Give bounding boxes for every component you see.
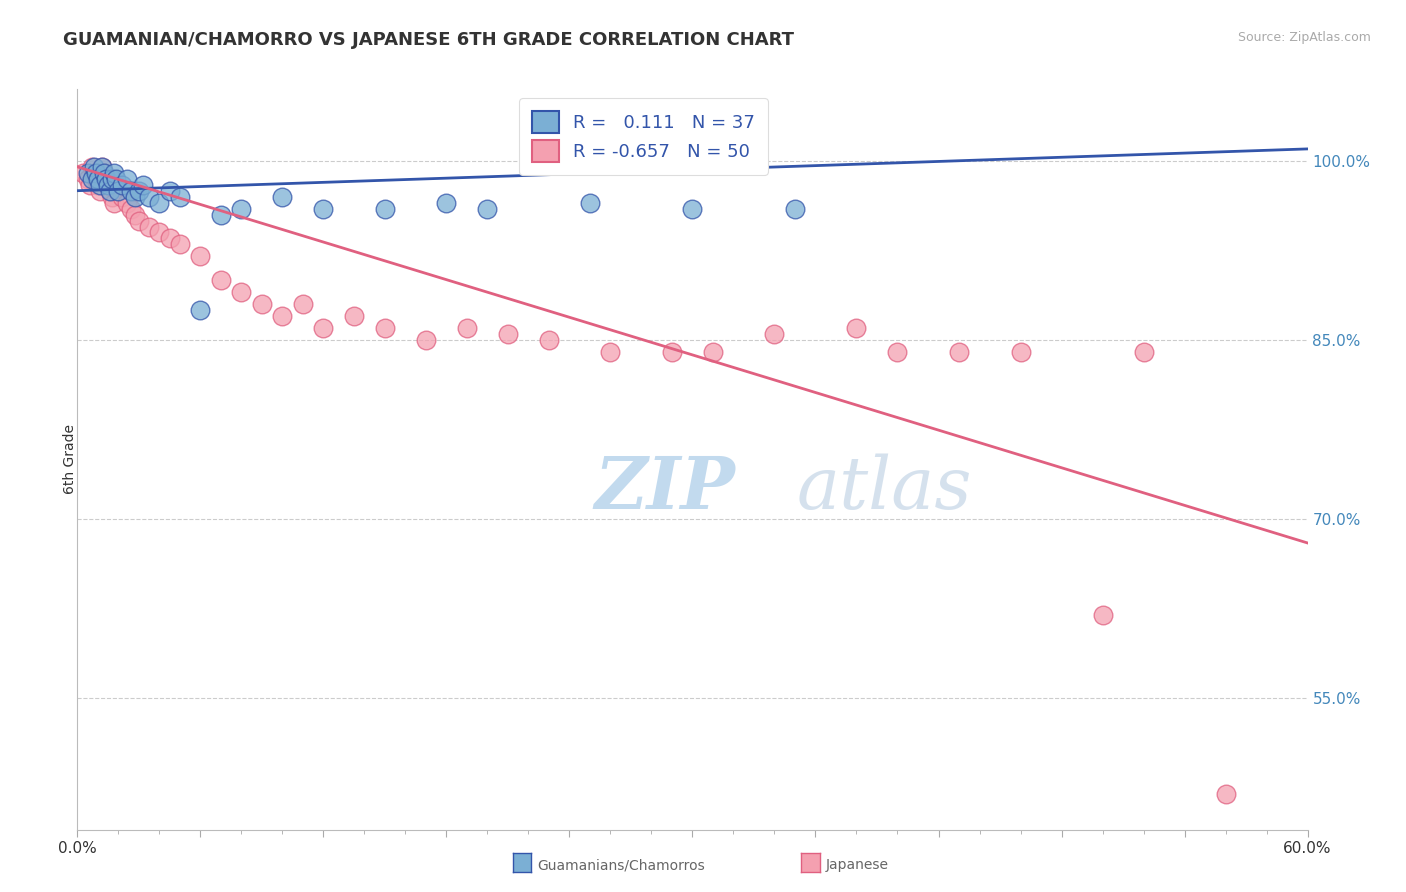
- Point: [80, 171, 103, 186]
- Point: [97, 178, 120, 192]
- Point: [845, 321, 868, 335]
- Point: [105, 171, 128, 186]
- Point: [72, 166, 94, 180]
- Point: [599, 345, 621, 359]
- Point: [159, 231, 181, 245]
- Point: [111, 178, 134, 192]
- Point: [682, 202, 704, 216]
- Point: [101, 189, 124, 203]
- Point: [496, 326, 519, 341]
- Point: [87, 171, 110, 186]
- Point: [107, 184, 129, 198]
- Point: [128, 213, 150, 227]
- Point: [702, 345, 724, 359]
- Point: [79, 178, 101, 192]
- Point: [120, 202, 142, 216]
- Point: [76, 171, 98, 186]
- Point: [132, 178, 155, 192]
- Point: [477, 202, 499, 216]
- Point: [763, 326, 786, 341]
- Point: [886, 345, 908, 359]
- Point: [124, 189, 146, 203]
- Point: [661, 345, 683, 359]
- Point: [98, 184, 121, 198]
- Point: [312, 202, 335, 216]
- Point: [90, 160, 114, 174]
- Point: [89, 184, 111, 198]
- Point: [374, 321, 396, 335]
- Point: [90, 160, 114, 174]
- Point: [105, 178, 128, 192]
- Point: [188, 249, 212, 263]
- Text: GUAMANIAN/CHAMORRO VS JAPANESE 6TH GRADE CORRELATION CHART: GUAMANIAN/CHAMORRO VS JAPANESE 6TH GRADE…: [63, 31, 794, 49]
- Point: [250, 297, 273, 311]
- Point: [148, 226, 170, 240]
- Point: [107, 184, 129, 198]
- Point: [76, 166, 98, 180]
- Point: [1010, 345, 1032, 359]
- Text: ZIP: ZIP: [595, 453, 735, 524]
- Point: [128, 184, 150, 198]
- Point: [209, 273, 232, 287]
- Point: [138, 189, 160, 203]
- Point: [343, 309, 366, 323]
- Point: [94, 171, 117, 186]
- Point: [537, 333, 560, 347]
- Point: [84, 171, 107, 186]
- Point: [89, 178, 111, 192]
- Point: [374, 202, 396, 216]
- Point: [231, 285, 253, 300]
- Point: [1215, 787, 1237, 801]
- Point: [1091, 607, 1114, 622]
- Point: [159, 184, 181, 198]
- Point: [120, 184, 142, 198]
- Point: [948, 345, 970, 359]
- Point: [209, 208, 232, 222]
- Point: [271, 309, 294, 323]
- Point: [231, 202, 253, 216]
- Point: [83, 166, 105, 180]
- Point: [111, 189, 134, 203]
- Point: [80, 160, 103, 174]
- Point: [312, 321, 335, 335]
- Point: [124, 208, 146, 222]
- Point: [579, 195, 602, 210]
- Point: [1132, 345, 1154, 359]
- Text: Source: ZipAtlas.com: Source: ZipAtlas.com: [1237, 31, 1371, 45]
- Point: [188, 303, 212, 318]
- Point: [783, 202, 806, 216]
- Point: [456, 321, 478, 335]
- Point: [436, 195, 458, 210]
- Point: [415, 333, 437, 347]
- Point: [271, 189, 294, 203]
- Legend: R =   0.111   N = 37, R = -0.657   N = 50: R = 0.111 N = 37, R = -0.657 N = 50: [519, 98, 768, 175]
- Point: [97, 178, 120, 192]
- Point: [101, 171, 124, 186]
- Text: atlas: atlas: [797, 454, 973, 524]
- Point: [98, 184, 121, 198]
- Point: [148, 195, 170, 210]
- Point: [87, 178, 110, 192]
- Point: [84, 166, 107, 180]
- Point: [115, 171, 138, 186]
- Point: [169, 189, 191, 203]
- Point: [103, 195, 125, 210]
- Y-axis label: 6th Grade: 6th Grade: [63, 425, 77, 494]
- Point: [169, 237, 191, 252]
- Point: [93, 166, 115, 180]
- Point: [138, 219, 160, 234]
- Point: [94, 171, 117, 186]
- Point: [93, 166, 115, 180]
- Text: Japanese: Japanese: [825, 858, 889, 872]
- Point: [103, 166, 125, 180]
- Point: [115, 195, 138, 210]
- Text: Guamanians/Chamorros: Guamanians/Chamorros: [537, 858, 704, 872]
- Point: [83, 160, 105, 174]
- Point: [291, 297, 314, 311]
